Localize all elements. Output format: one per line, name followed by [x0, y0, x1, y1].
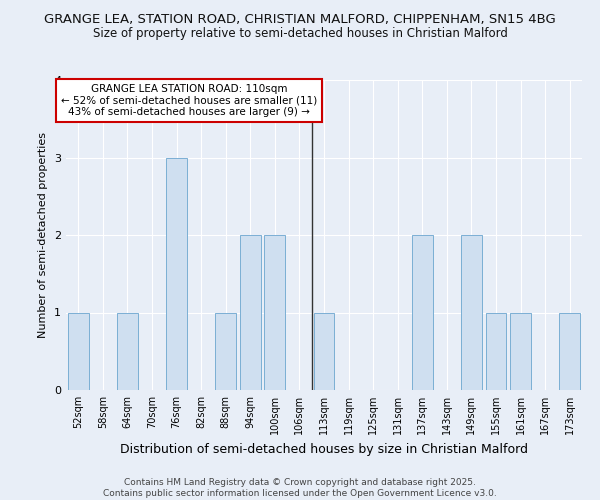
Text: Size of property relative to semi-detached houses in Christian Malford: Size of property relative to semi-detach…: [92, 28, 508, 40]
X-axis label: Distribution of semi-detached houses by size in Christian Malford: Distribution of semi-detached houses by …: [120, 442, 528, 456]
Bar: [68, 312, 89, 390]
Bar: [265, 235, 286, 390]
Bar: [117, 312, 138, 390]
Text: GRANGE LEA STATION ROAD: 110sqm
← 52% of semi-detached houses are smaller (11)
4: GRANGE LEA STATION ROAD: 110sqm ← 52% of…: [61, 84, 317, 117]
Bar: [485, 312, 506, 390]
Bar: [461, 235, 482, 390]
Bar: [559, 312, 580, 390]
Text: Contains HM Land Registry data © Crown copyright and database right 2025.
Contai: Contains HM Land Registry data © Crown c…: [103, 478, 497, 498]
Bar: [412, 235, 433, 390]
Bar: [510, 312, 531, 390]
Bar: [314, 312, 334, 390]
Text: GRANGE LEA, STATION ROAD, CHRISTIAN MALFORD, CHIPPENHAM, SN15 4BG: GRANGE LEA, STATION ROAD, CHRISTIAN MALF…: [44, 12, 556, 26]
Y-axis label: Number of semi-detached properties: Number of semi-detached properties: [38, 132, 49, 338]
Bar: [166, 158, 187, 390]
Bar: [240, 235, 261, 390]
Bar: [215, 312, 236, 390]
